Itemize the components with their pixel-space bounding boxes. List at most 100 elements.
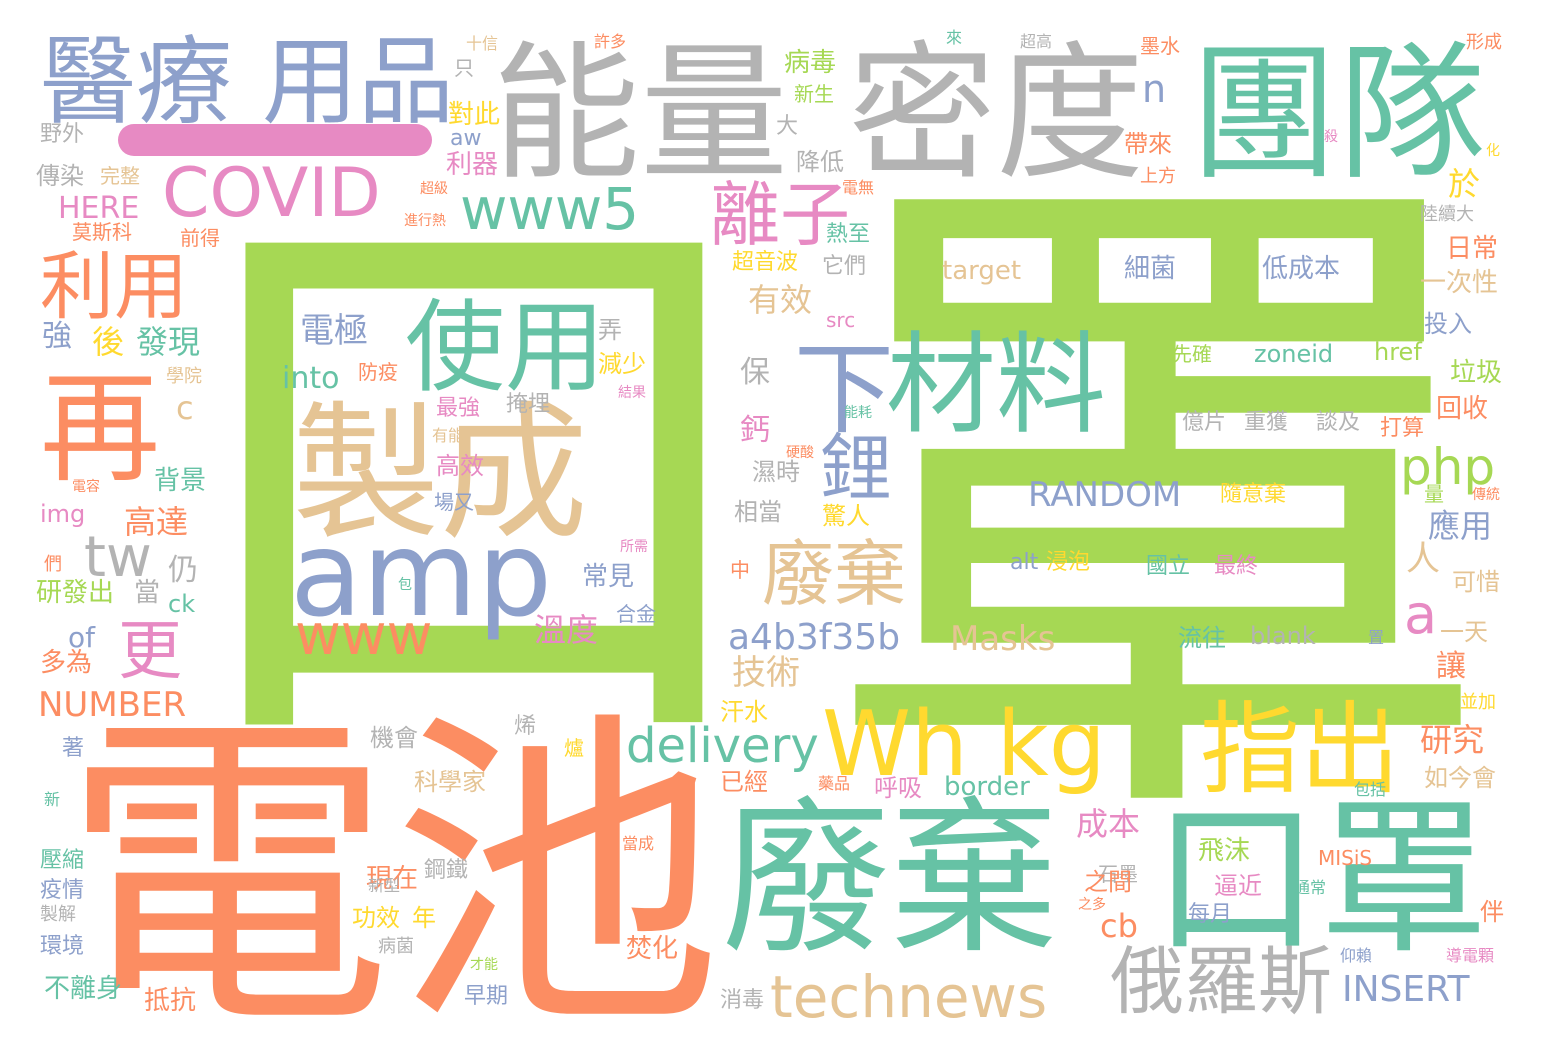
word-zhiduo: 之多	[1078, 897, 1106, 913]
word-tw: tw	[84, 525, 152, 590]
word-blank: blank	[1250, 622, 1316, 650]
word-zhijie: 製解	[40, 904, 76, 925]
word-tanji: 談及	[1316, 410, 1361, 435]
word-richang: 日常	[1446, 234, 1499, 264]
word-yu: 於	[1448, 165, 1481, 203]
word-xiangdang: 相當	[734, 498, 782, 526]
word-xueyuan: 學院	[166, 366, 202, 387]
word-caineng: 才能	[470, 957, 498, 973]
word-yongpin: 用品	[262, 26, 454, 138]
word-xia: 下	[794, 331, 894, 448]
word-of: of	[68, 621, 95, 654]
word-hua: 化	[1486, 143, 1500, 159]
word-www5: www5	[460, 175, 640, 243]
word-fenhua: 焚化	[626, 934, 679, 964]
word-qiang: 強	[42, 319, 72, 354]
word-beijing: 背景	[154, 466, 207, 496]
word-chuanran: 傳染	[36, 162, 84, 190]
word-xianzai: 現在	[366, 864, 419, 894]
word-midu: 密度	[848, 28, 1144, 200]
word-www-small: www	[295, 603, 433, 668]
word-dianji: 電極	[300, 311, 368, 351]
word-bao: 保	[740, 355, 770, 390]
word-xin: 新	[44, 790, 61, 809]
word-reng: 仍	[168, 553, 198, 588]
word-amp: amp	[290, 505, 553, 643]
word-kexuejia: 科學家	[414, 768, 486, 796]
word-yanglai: 仰賴	[1340, 946, 1373, 965]
word-php: php	[1400, 438, 1496, 496]
word-xinsheng: 新生	[794, 82, 834, 106]
word-dailai: 帶來	[1124, 130, 1172, 158]
word-moshui: 墨水	[1140, 34, 1180, 58]
word-yiqing: 疫情	[40, 878, 85, 903]
word-gongxiao: 功效	[352, 904, 400, 932]
word-jianshao: 減少	[598, 350, 646, 378]
word-qiande: 前得	[180, 226, 220, 250]
word-lu: 爐	[564, 736, 584, 760]
word-liuwang: 流往	[1178, 624, 1226, 652]
word-yingsuan: 硬酸	[786, 445, 814, 461]
word-random: RANDOM	[1028, 475, 1182, 515]
word-suoxu: 所需	[620, 539, 648, 555]
word-chaoyinbo: 超音波	[732, 250, 799, 275]
word-zaoqi: 早期	[464, 984, 509, 1009]
word-zuizhong: 最終	[1214, 554, 1259, 579]
word-into: into	[282, 361, 340, 396]
word-a4b3f35b: a4b3f35b	[728, 617, 901, 658]
word-dasuan: 打算	[1380, 416, 1425, 441]
word-yitian: 一天	[1440, 618, 1488, 646]
word-img: img	[40, 500, 86, 528]
word-dianrong: 電容	[72, 479, 100, 495]
word-shiyong: 使用	[405, 289, 605, 406]
word-kouzhao: 口罩	[1152, 781, 1488, 977]
word-gai: 鈣	[740, 413, 770, 448]
word-yingyong: 應用	[1428, 507, 1493, 545]
word-nenghao: 能耗	[844, 405, 872, 421]
word-jihui: 機會	[370, 724, 418, 752]
word-nian: 年	[412, 904, 436, 932]
word-xijun: 細菌	[1124, 254, 1177, 284]
word-insert: INSERT	[1342, 969, 1470, 1010]
word-men: 們	[44, 554, 62, 575]
word-cb: cb	[1100, 907, 1138, 945]
word-changjian: 常見	[582, 562, 635, 592]
word-yicixing: 一次性	[1420, 268, 1499, 298]
word-jishu: 技術	[732, 653, 800, 693]
word-gangtie: 鋼鐵	[424, 858, 469, 883]
word-lai: 來	[946, 28, 963, 47]
word-yijing: 已經	[720, 768, 768, 796]
word-ck: ck	[168, 590, 196, 618]
word-faxian: 發現	[136, 323, 201, 361]
word-a: a	[1404, 583, 1438, 646]
word-aw: aw	[450, 126, 482, 151]
word-xuduo: 許多	[594, 32, 627, 51]
word-zhijian: 之間	[1084, 868, 1132, 896]
word-chaogao: 超高	[1020, 32, 1053, 51]
word-zhi2: 置	[1368, 628, 1385, 647]
word-jinpao: 浸泡	[1046, 550, 1091, 575]
word-yasuo: 壓縮	[40, 848, 85, 873]
word-zhicheng: 製成	[292, 388, 588, 560]
word-rujinhui: 如今會	[1424, 764, 1496, 792]
word-xianque: 先確	[1172, 342, 1212, 366]
word-zhi: 只	[454, 56, 474, 80]
word-tongchang: 通常	[1294, 878, 1327, 897]
word-kou-large: 口	[168, 125, 778, 835]
word-feiqi-large: 廢棄	[722, 781, 1058, 977]
word-target: target	[942, 256, 1022, 286]
word-feiqi-mid: 廢棄	[762, 532, 907, 616]
word-delivery: delivery	[626, 718, 819, 774]
word-feimo: 飛沫	[1198, 836, 1251, 866]
word-duowei: 多為	[40, 648, 93, 678]
word-fangyi: 防疫	[358, 360, 398, 384]
word-dangcheng: 當成	[622, 834, 655, 853]
word-liang: 量	[1424, 482, 1444, 506]
word-bingjun: 病菌	[378, 936, 414, 957]
word-yanfachu: 研發出	[36, 578, 115, 608]
word-tamen: 它們	[822, 254, 867, 279]
word-laji: 垃圾	[1450, 358, 1503, 388]
word-jinxingre: 進行熱	[404, 213, 446, 229]
word-chengben: 成本	[1076, 805, 1141, 843]
word-chaoji: 超級	[420, 181, 448, 197]
